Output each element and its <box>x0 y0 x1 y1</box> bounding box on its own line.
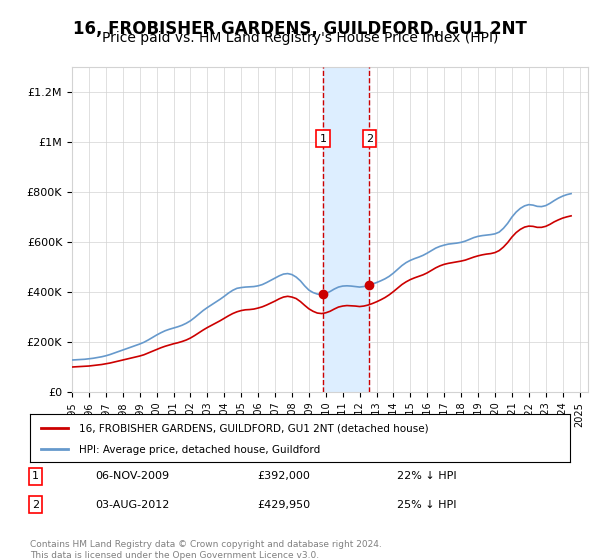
Text: 06-NOV-2009: 06-NOV-2009 <box>95 472 169 482</box>
Text: Price paid vs. HM Land Registry's House Price Index (HPI): Price paid vs. HM Land Registry's House … <box>102 31 498 45</box>
Text: 03-AUG-2012: 03-AUG-2012 <box>95 500 169 510</box>
Text: £429,950: £429,950 <box>257 500 310 510</box>
Text: 22% ↓ HPI: 22% ↓ HPI <box>397 472 457 482</box>
Text: 25% ↓ HPI: 25% ↓ HPI <box>397 500 457 510</box>
Text: £392,000: £392,000 <box>257 472 310 482</box>
Bar <box>323 67 370 392</box>
Text: 2: 2 <box>32 500 39 510</box>
Text: 1: 1 <box>320 134 327 144</box>
Text: 2: 2 <box>366 134 373 144</box>
Text: 16, FROBISHER GARDENS, GUILDFORD, GU1 2NT (detached house): 16, FROBISHER GARDENS, GUILDFORD, GU1 2N… <box>79 424 428 433</box>
Text: 16, FROBISHER GARDENS, GUILDFORD, GU1 2NT: 16, FROBISHER GARDENS, GUILDFORD, GU1 2N… <box>73 20 527 38</box>
Text: Contains HM Land Registry data © Crown copyright and database right 2024.
This d: Contains HM Land Registry data © Crown c… <box>30 540 382 560</box>
Text: 1: 1 <box>32 472 39 482</box>
Text: HPI: Average price, detached house, Guildford: HPI: Average price, detached house, Guil… <box>79 445 320 455</box>
